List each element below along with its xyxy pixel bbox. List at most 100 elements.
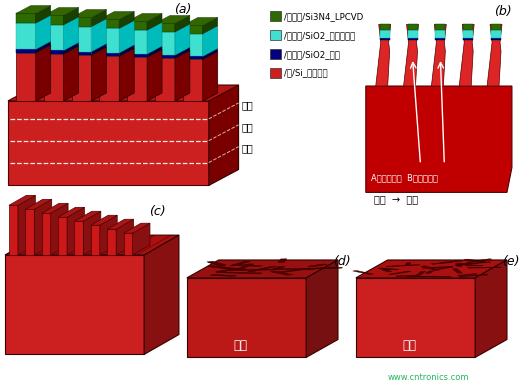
Polygon shape [124,233,133,255]
Polygon shape [72,10,106,17]
Polygon shape [155,32,175,55]
Polygon shape [5,235,179,255]
Polygon shape [208,262,226,267]
Text: /氮化物/Si3N4_LPCVD: /氮化物/Si3N4_LPCVD [284,12,363,21]
Polygon shape [366,86,512,192]
Polygon shape [44,7,78,15]
Polygon shape [203,17,218,34]
Polygon shape [18,195,35,255]
Polygon shape [389,271,411,275]
Polygon shape [99,28,120,53]
Polygon shape [175,24,190,55]
Polygon shape [36,15,51,49]
Polygon shape [99,53,120,56]
Polygon shape [64,46,78,101]
Polygon shape [463,30,473,38]
Polygon shape [72,52,91,55]
Bar [270,12,281,21]
Polygon shape [75,211,101,221]
Polygon shape [124,223,150,233]
Polygon shape [72,27,91,52]
Polygon shape [404,24,419,86]
Polygon shape [487,24,502,86]
Polygon shape [431,262,453,264]
Polygon shape [44,54,64,101]
Polygon shape [457,263,469,265]
Bar [270,49,281,59]
Polygon shape [127,22,162,30]
Polygon shape [459,24,474,86]
Text: (b): (b) [494,5,512,19]
Polygon shape [147,14,162,30]
Polygon shape [463,38,473,40]
Polygon shape [439,260,462,263]
Polygon shape [203,48,218,59]
Polygon shape [5,255,144,354]
Polygon shape [64,43,78,54]
Bar [270,68,281,78]
Polygon shape [408,24,418,30]
Polygon shape [120,21,134,53]
Polygon shape [216,272,262,274]
Polygon shape [44,25,64,50]
Polygon shape [133,223,150,255]
Polygon shape [91,19,106,52]
Polygon shape [208,266,238,270]
Polygon shape [356,260,507,278]
Polygon shape [36,5,51,23]
Polygon shape [175,47,190,58]
Polygon shape [216,268,242,272]
Polygon shape [209,85,239,185]
Polygon shape [16,49,36,53]
Polygon shape [72,55,91,101]
Polygon shape [406,263,411,265]
Polygon shape [175,15,190,32]
Text: 中部: 中部 [233,339,247,352]
Polygon shape [396,275,420,277]
Text: (e): (e) [502,255,519,268]
Polygon shape [491,24,501,30]
Polygon shape [99,56,120,101]
Text: 中部  →  边缘: 中部 → 边缘 [374,194,418,204]
Polygon shape [430,276,452,277]
Polygon shape [16,15,51,23]
Polygon shape [91,44,106,55]
Polygon shape [187,278,306,358]
Polygon shape [84,211,101,255]
Polygon shape [457,274,478,276]
Polygon shape [64,7,78,25]
Polygon shape [453,269,462,273]
Polygon shape [308,267,342,269]
Polygon shape [247,266,276,272]
Polygon shape [127,21,147,30]
Polygon shape [155,23,175,32]
Polygon shape [455,263,477,265]
Polygon shape [463,24,473,30]
Polygon shape [72,19,106,27]
Polygon shape [407,276,435,277]
Text: (d): (d) [333,255,351,268]
Polygon shape [466,265,483,266]
Polygon shape [147,22,162,54]
Polygon shape [42,203,68,213]
Polygon shape [435,24,445,30]
Polygon shape [155,15,190,23]
Polygon shape [422,266,453,269]
Polygon shape [67,207,85,255]
Polygon shape [435,38,445,40]
Polygon shape [51,203,68,255]
Text: A点所处区域  B点所处区域: A点所处区域 B点所处区域 [371,173,437,182]
Polygon shape [386,264,420,267]
Polygon shape [147,49,162,101]
Polygon shape [379,30,389,38]
Polygon shape [379,38,389,40]
Polygon shape [306,260,338,358]
Polygon shape [64,17,78,50]
Polygon shape [144,235,179,354]
Polygon shape [116,219,134,255]
Polygon shape [377,268,391,270]
Text: 中部: 中部 [242,122,253,132]
Polygon shape [183,59,203,101]
Polygon shape [9,205,18,255]
Polygon shape [91,47,106,101]
